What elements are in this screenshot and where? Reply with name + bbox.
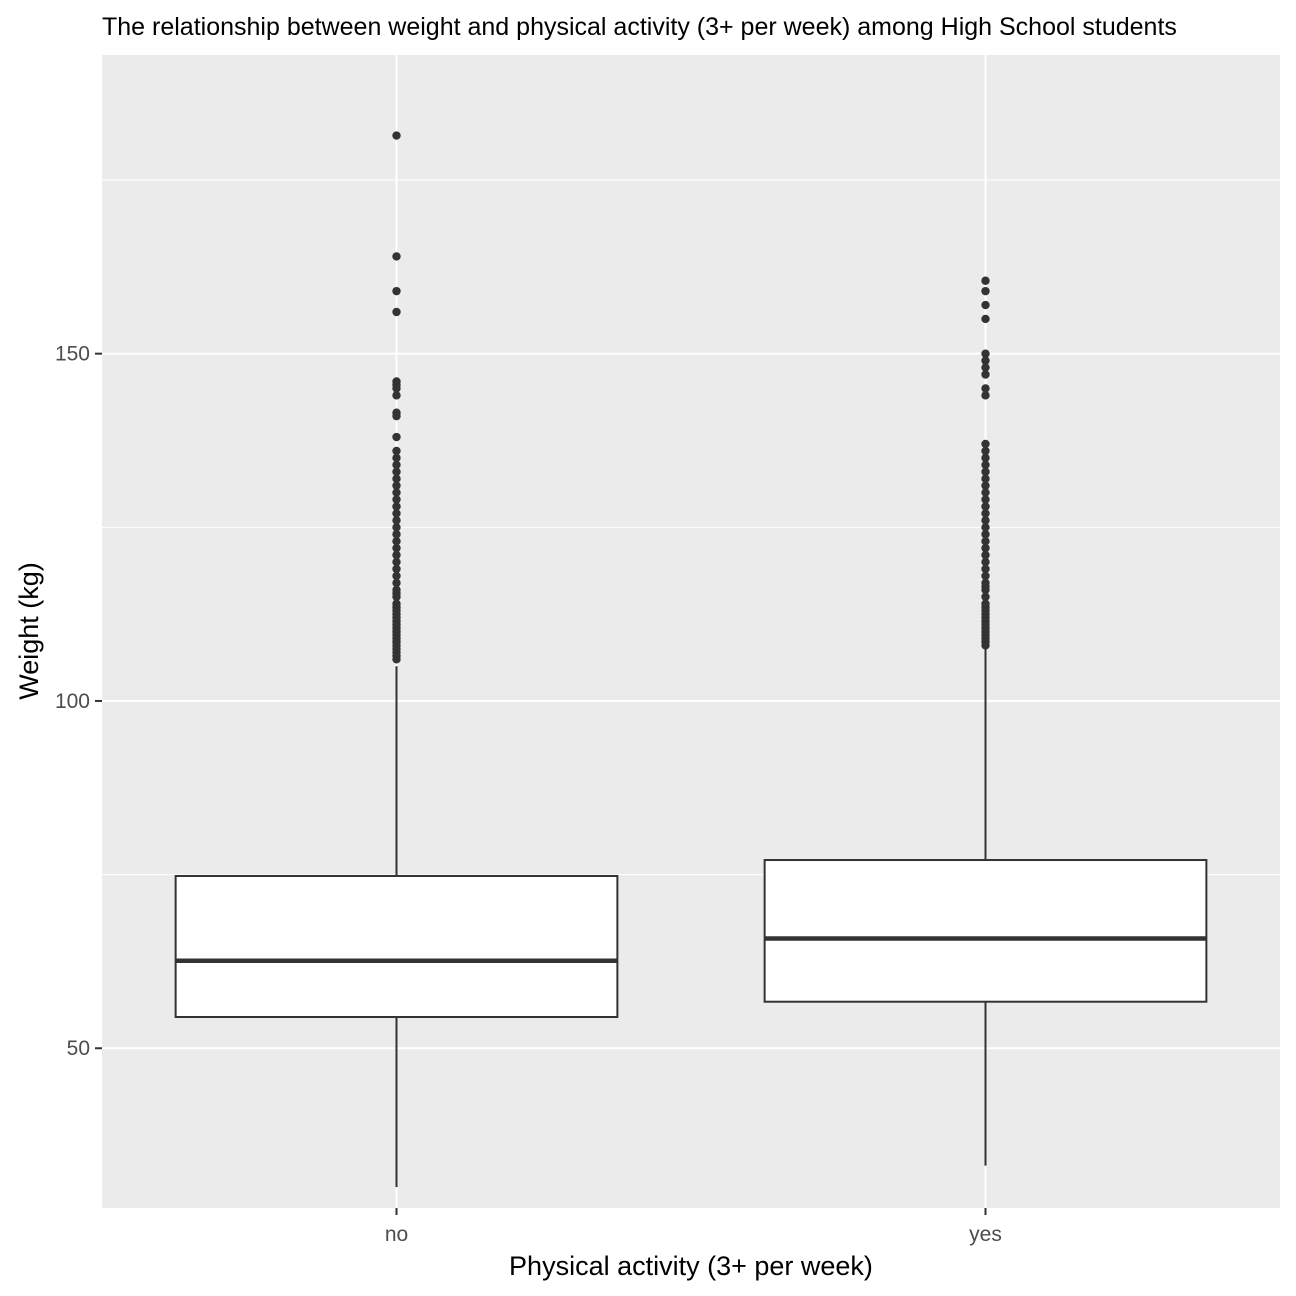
outlier-point: [392, 530, 401, 539]
outlier-point: [392, 502, 401, 511]
outlier-point: [981, 578, 990, 588]
outlier-point: [981, 530, 990, 539]
outlier-point: [392, 557, 401, 567]
y-axis-title: Weight (kg): [14, 562, 44, 700]
outlier-point: [392, 537, 401, 546]
outlier-point: [981, 356, 990, 365]
outlier-point: [392, 307, 401, 317]
y-axis: 50 100 150: [55, 343, 102, 1060]
outlier-point: [392, 467, 401, 476]
outlier-point: [981, 370, 990, 379]
outlier-point: [981, 363, 990, 372]
outlier-point: [981, 384, 990, 393]
outlier-point: [392, 481, 401, 490]
outlier-point: [981, 349, 990, 358]
outlier-point: [981, 276, 990, 285]
outlier-point: [981, 446, 990, 456]
outlier-point: [392, 432, 401, 442]
outlier-point: [981, 495, 990, 504]
outlier-point: [981, 564, 990, 574]
outlier-point: [392, 252, 401, 261]
outlier-point: [392, 377, 401, 386]
x-axis: no yes: [385, 1208, 1002, 1246]
outlier-point: [981, 509, 990, 518]
outlier-point: [392, 474, 401, 483]
outlier-point: [392, 599, 401, 608]
outlier-point: [392, 509, 401, 518]
outlier-point: [981, 453, 990, 463]
outlier-point: [981, 460, 990, 470]
y-tick-label: 50: [67, 1037, 90, 1060]
outlier-point: [981, 523, 990, 532]
outlier-point: [981, 592, 990, 601]
outlier-point: [981, 467, 990, 476]
outlier-point: [392, 516, 401, 525]
box-group-no: [174, 131, 619, 1188]
outlier-point: [981, 391, 990, 400]
iqr-box: [174, 874, 619, 1018]
outlier-point: [981, 286, 990, 296]
outlier-point: [981, 474, 990, 483]
outlier-point: [392, 523, 401, 532]
chart-title: The relationship between weight and phys…: [102, 13, 1177, 41]
outlier-point: [392, 453, 401, 463]
outlier-point: [392, 408, 401, 417]
outlier-point: [392, 488, 401, 497]
outlier-point: [392, 495, 401, 504]
outlier-point: [392, 286, 401, 296]
outlier-point: [981, 599, 990, 608]
outlier-point: [392, 131, 401, 140]
x-tick-label: no: [385, 1223, 408, 1246]
outlier-point: [981, 488, 990, 497]
outlier-point: [981, 516, 990, 525]
outlier-point: [981, 557, 990, 567]
outlier-point: [981, 439, 990, 449]
y-tick-label: 100: [55, 690, 90, 713]
outlier-point: [392, 543, 401, 553]
x-axis-title: Physical activity (3+ per week): [509, 1251, 873, 1281]
outlier-point: [392, 460, 401, 470]
outlier-point: [392, 550, 401, 560]
outlier-point: [392, 571, 401, 581]
outlier-point: [392, 585, 401, 595]
x-tick-label: yes: [969, 1223, 1002, 1246]
outlier-point: [981, 502, 990, 511]
outlier-point: [981, 550, 990, 560]
box-group-yes: [763, 276, 1208, 1166]
outlier-point: [981, 537, 990, 546]
outlier-point: [981, 314, 990, 324]
outlier-point: [981, 543, 990, 553]
outlier-point: [392, 564, 401, 574]
iqr-box: [763, 859, 1208, 1003]
outlier-point: [392, 391, 401, 400]
outlier-point: [392, 446, 401, 456]
outlier-point: [981, 481, 990, 490]
outlier-point: [981, 571, 990, 581]
outlier-point: [392, 578, 401, 588]
outlier-point: [981, 300, 990, 310]
y-tick-label: 150: [55, 343, 90, 366]
plot-panel: [102, 55, 1280, 1208]
boxes: [174, 131, 1208, 1188]
